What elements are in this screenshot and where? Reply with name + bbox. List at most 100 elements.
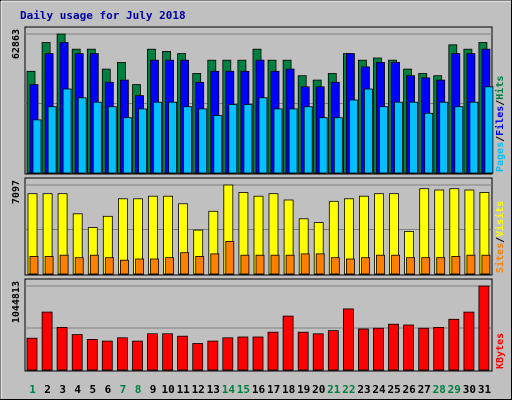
bar-sites-day-23 [360, 257, 370, 275]
bar-kbytes-day-1 [26, 337, 38, 371]
x-tick-label: 13 [207, 383, 220, 396]
bar-sites-day-29 [451, 255, 461, 275]
bar-kbytes-day-6 [101, 340, 113, 371]
bar-pages-day-28 [439, 101, 449, 174]
bar-kbytes-day-12 [192, 343, 204, 371]
legend-kbytes: KBytes [495, 333, 506, 369]
bar-pages-day-9 [153, 101, 162, 174]
bar-pages-day-10 [168, 101, 178, 174]
panel-hits-files-pages: 62863 Pages/Files/Hits [11, 26, 506, 175]
bar-sites-day-2 [44, 255, 54, 275]
x-tick-label: 22 [342, 383, 355, 396]
bar-sites-day-25 [391, 254, 400, 275]
bar-sites-day-24 [376, 254, 385, 275]
bar-pages-day-20 [318, 117, 328, 174]
bar-pages-day-30 [469, 101, 479, 174]
bar-pages-day-18 [288, 108, 298, 174]
bar-pages-day-31 [484, 86, 494, 174]
bar-sites-day-10 [165, 257, 175, 275]
bar-pages-day-8 [138, 108, 147, 174]
x-axis-labels: 1 2 3 4 5 6 7 8 9 10 11 12 13 14 15 16 17 18 19 20 21 22 23 24 2… [29, 383, 491, 396]
x-tick-label: 8 [135, 383, 142, 396]
bar-sites-day-5 [89, 254, 99, 275]
x-tick-label: 31 [478, 383, 492, 396]
bar-kbytes-day-3 [56, 326, 68, 371]
x-tick-label: 21 [327, 383, 341, 396]
bar-sites-day-26 [406, 257, 416, 275]
bar-kbytes-day-4 [71, 334, 83, 371]
bar-pages-day-3 [62, 88, 72, 174]
legend-separator: / [495, 100, 506, 106]
bar-kbytes-day-17 [267, 331, 279, 371]
bar-pages-day-15 [243, 104, 253, 174]
legend-separator: / [495, 136, 506, 142]
bar-sites-day-12 [195, 255, 205, 275]
bar-sites-day-19 [300, 253, 310, 275]
x-tick-label: 3 [59, 383, 66, 396]
chart-title: Daily usage for July 2018 [20, 9, 186, 22]
bar-pages-day-23 [363, 88, 373, 174]
side-legend: Pages/Files/Hits [494, 76, 506, 172]
bar-pages-day-27 [424, 112, 434, 174]
bar-sites-day-1 [29, 255, 39, 275]
bar-kbytes-day-20 [312, 333, 324, 371]
bar-pages-day-6 [107, 106, 117, 174]
bar-sites-day-3 [59, 254, 69, 275]
bar-pages-day-5 [92, 101, 102, 174]
x-tick-label: 12 [192, 383, 205, 396]
bar-sites-day-31 [481, 254, 491, 275]
bar-pages-day-14 [228, 104, 238, 174]
bar-kbytes-day-2 [41, 311, 53, 371]
bar-pages-day-4 [77, 97, 87, 174]
x-tick-label: 28 [433, 383, 446, 396]
x-tick-label: 6 [105, 383, 112, 396]
legend-files: Files [494, 106, 506, 136]
bar-pages-day-24 [379, 106, 388, 174]
bar-kbytes-day-31 [478, 285, 490, 371]
side-legend: Sites/Visits [494, 201, 506, 273]
bar-pages-day-11 [183, 106, 193, 174]
bar-kbytes-day-16 [252, 336, 264, 371]
x-tick-label: 27 [418, 383, 431, 396]
legend-sites: Sites [494, 243, 506, 273]
x-tick-label: 5 [89, 383, 96, 396]
bar-kbytes-day-26 [403, 324, 415, 371]
bar-kbytes-day-23 [357, 328, 369, 371]
bar-sites-day-27 [421, 257, 431, 275]
bar-kbytes-day-11 [177, 335, 189, 371]
side-legend: KBytes [495, 333, 506, 369]
x-tick-label: 26 [402, 383, 416, 396]
bar-kbytes-day-8 [132, 340, 143, 371]
bar-sites-day-30 [466, 254, 476, 275]
bar-pages-day-17 [273, 108, 283, 174]
bar-kbytes-day-14 [222, 337, 234, 371]
bar-pages-day-13 [213, 115, 223, 174]
x-tick-label: 17 [267, 383, 280, 396]
bar-kbytes-day-19 [297, 331, 309, 371]
x-tick-label: 4 [74, 383, 81, 396]
panel-kbytes: 1044813 KBytes [11, 278, 506, 372]
bar-kbytes-day-28 [433, 326, 445, 371]
bar-pages-day-19 [303, 106, 313, 174]
bar-kbytes-day-5 [86, 338, 98, 371]
bar-kbytes-day-25 [388, 323, 399, 371]
bar-kbytes-day-13 [207, 340, 219, 371]
bar-sites-day-8 [135, 258, 144, 275]
bar-sites-day-15 [240, 254, 250, 275]
bar-sites-day-4 [74, 257, 84, 275]
bar-pages-day-12 [198, 108, 208, 174]
bar-sites-day-16 [255, 254, 265, 275]
bar-kbytes-day-18 [282, 315, 294, 371]
x-tick-label: 16 [252, 383, 266, 396]
bar-sites-day-18 [285, 254, 295, 275]
bar-sites-day-21 [330, 257, 340, 275]
chart-panels: 62863Pages/Files/Hits7097Sites/Visits104… [11, 26, 506, 372]
bar-kbytes-day-21 [327, 330, 339, 371]
bar-sites-day-7 [120, 259, 129, 275]
bar-kbytes-day-27 [418, 327, 430, 371]
bar-sites-day-6 [104, 257, 114, 275]
y-max-label: 62863 [11, 29, 22, 59]
bar-kbytes-day-15 [237, 336, 249, 371]
bar-sites-day-9 [150, 258, 159, 275]
bar-pages-day-21 [333, 117, 343, 174]
